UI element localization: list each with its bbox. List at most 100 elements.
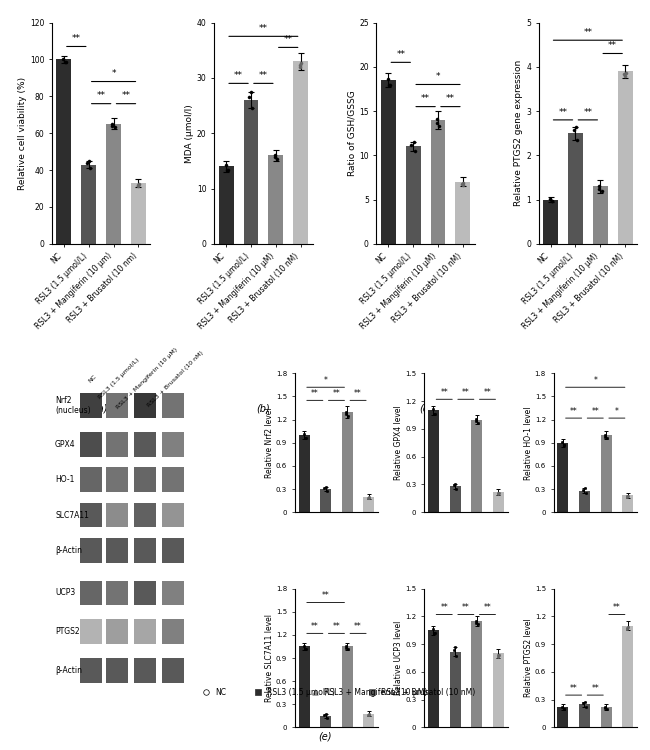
Point (110, 122, 120, 134)
Text: **: ** (333, 622, 341, 632)
Point (572, 134, 582, 146)
Point (471, 615, 481, 627)
Point (319, 709, 330, 721)
Point (322, 485, 332, 497)
Point (60, 56, 70, 68)
Point (451, 650, 462, 662)
FancyBboxPatch shape (80, 580, 102, 605)
Point (448, 479, 459, 491)
Bar (81, 164, 96, 244)
Bar (593, 186, 608, 244)
Text: **: ** (333, 389, 341, 398)
Y-axis label: Relative Nrf2 level: Relative Nrf2 level (265, 407, 274, 478)
Text: NC: NC (215, 688, 226, 697)
Text: **: ** (484, 604, 491, 613)
Point (222, 164, 232, 176)
Point (450, 478, 461, 490)
FancyBboxPatch shape (107, 580, 128, 605)
Point (580, 487, 591, 499)
Point (430, 628, 440, 640)
Point (580, 696, 590, 708)
Point (363, 709, 373, 721)
Point (559, 440, 569, 452)
Bar (363, 713, 374, 728)
Text: **: ** (592, 684, 599, 693)
Bar (342, 412, 353, 512)
FancyBboxPatch shape (162, 467, 184, 492)
FancyBboxPatch shape (80, 503, 102, 527)
Point (247, 102, 257, 114)
Text: **: ** (259, 71, 268, 80)
Text: Nrf2
(nucleus): Nrf2 (nucleus) (55, 395, 91, 415)
Point (341, 642, 352, 654)
Bar (450, 486, 461, 512)
Point (600, 701, 610, 713)
Text: **: ** (354, 622, 362, 632)
Bar (579, 490, 590, 512)
Point (457, 178, 467, 190)
Point (270, 152, 280, 164)
Point (473, 618, 483, 630)
FancyBboxPatch shape (135, 580, 156, 605)
Point (300, 644, 310, 656)
Point (620, 67, 630, 79)
Point (458, 179, 468, 191)
Y-axis label: Relative HO-1 level: Relative HO-1 level (523, 406, 532, 479)
Point (220, 159, 231, 171)
Point (448, 644, 459, 656)
Y-axis label: Relative GPX4 level: Relative GPX4 level (394, 406, 403, 480)
Point (430, 407, 440, 419)
Bar (493, 492, 504, 512)
Point (321, 481, 332, 493)
Point (450, 641, 461, 653)
Point (578, 484, 588, 496)
Bar (471, 420, 482, 512)
Text: **: ** (283, 35, 292, 44)
Point (578, 698, 588, 709)
Point (546, 195, 556, 207)
FancyBboxPatch shape (80, 658, 102, 683)
Point (622, 622, 632, 634)
Point (432, 117, 442, 129)
Point (428, 404, 438, 416)
Text: **: ** (583, 28, 592, 37)
Bar (320, 489, 331, 512)
Text: **: ** (354, 389, 362, 398)
Point (493, 487, 504, 499)
Point (298, 640, 309, 652)
Point (493, 488, 503, 500)
Text: (a): (a) (94, 404, 108, 413)
Point (319, 482, 330, 494)
Text: *: * (593, 376, 597, 386)
Point (343, 410, 354, 422)
Text: **: ** (558, 107, 567, 116)
Bar (622, 495, 633, 512)
Text: *: * (324, 376, 328, 386)
Bar (320, 716, 331, 728)
Text: NC: NC (88, 374, 97, 384)
Point (597, 184, 607, 196)
Text: (e): (e) (318, 731, 332, 741)
Bar (131, 183, 146, 244)
Text: **: ** (234, 71, 243, 80)
Point (298, 428, 309, 440)
Bar (430, 120, 445, 244)
FancyBboxPatch shape (107, 467, 128, 492)
FancyBboxPatch shape (107, 620, 128, 644)
Point (296, 58, 306, 70)
Text: **: ** (311, 622, 318, 632)
Text: **: ** (97, 92, 106, 100)
Bar (601, 707, 612, 728)
FancyBboxPatch shape (80, 538, 102, 562)
Text: UCP3: UCP3 (55, 589, 75, 598)
Y-axis label: Relative cell viability (%): Relative cell viability (%) (18, 76, 27, 190)
Point (322, 712, 332, 724)
Point (622, 491, 632, 503)
Point (434, 119, 445, 131)
Point (619, 68, 629, 80)
Point (272, 153, 282, 165)
Y-axis label: Relative PTGS2 level: Relative PTGS2 level (523, 619, 532, 698)
Point (580, 701, 591, 713)
Point (471, 416, 481, 428)
Point (406, 139, 417, 151)
